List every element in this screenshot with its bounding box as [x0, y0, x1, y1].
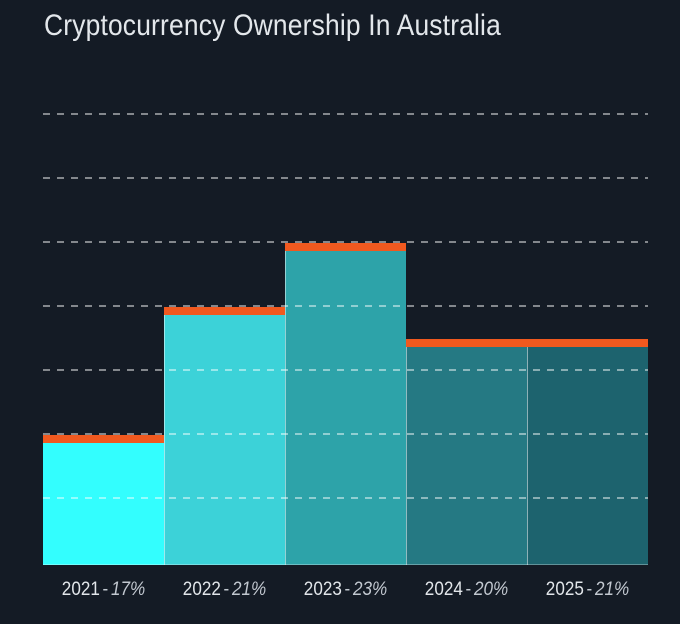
gridline-17pct [43, 433, 648, 435]
bar-2024 [406, 347, 527, 565]
bar-cap-2021 [43, 435, 164, 443]
bar-cap-2025 [527, 339, 648, 347]
chart-title: Cryptocurrency Ownership In Australia [44, 9, 501, 42]
bar-label-2021: 2021-17% [49, 578, 158, 602]
bar-label-separator: - [344, 579, 351, 600]
gridline-25pct [43, 177, 648, 179]
bar-label-2024: 2024-20% [412, 578, 521, 602]
bar-label-2025: 2025-21% [533, 578, 642, 602]
bar-label-separator: - [223, 579, 230, 600]
gridline-23pct [43, 241, 648, 243]
bar-label-2023: 2023-23% [291, 578, 400, 602]
bar-label-2022: 2022-21% [170, 578, 279, 602]
gridline-27pct [43, 113, 648, 115]
bar-label-value: 20% [473, 579, 509, 600]
bar-label-separator: - [102, 579, 109, 600]
bar-label-year: 2021 [61, 579, 100, 600]
bar-label-year: 2022 [182, 579, 221, 600]
bar-label-value: 23% [352, 579, 388, 600]
bar-label-year: 2025 [545, 579, 584, 600]
bar-2023 [285, 251, 406, 565]
bar-label-value: 17% [110, 579, 146, 600]
bar-2022 [164, 315, 285, 565]
gridline-19pct [43, 369, 648, 371]
gridline-21pct [43, 305, 648, 307]
bar-2025 [527, 347, 648, 565]
bar-cap-2023 [285, 243, 406, 251]
bar-label-value: 21% [594, 579, 630, 600]
x-axis-line [43, 564, 648, 565]
bar-label-value: 21% [231, 579, 267, 600]
bar-label-separator: - [586, 579, 593, 600]
gridline-15pct [43, 497, 648, 499]
bar-label-separator: - [465, 579, 472, 600]
bar-2021 [43, 443, 164, 565]
bar-cap-2022 [164, 307, 285, 315]
bar-label-year: 2024 [424, 579, 463, 600]
bar-cap-2024 [406, 339, 527, 347]
bar-label-year: 2023 [303, 579, 342, 600]
